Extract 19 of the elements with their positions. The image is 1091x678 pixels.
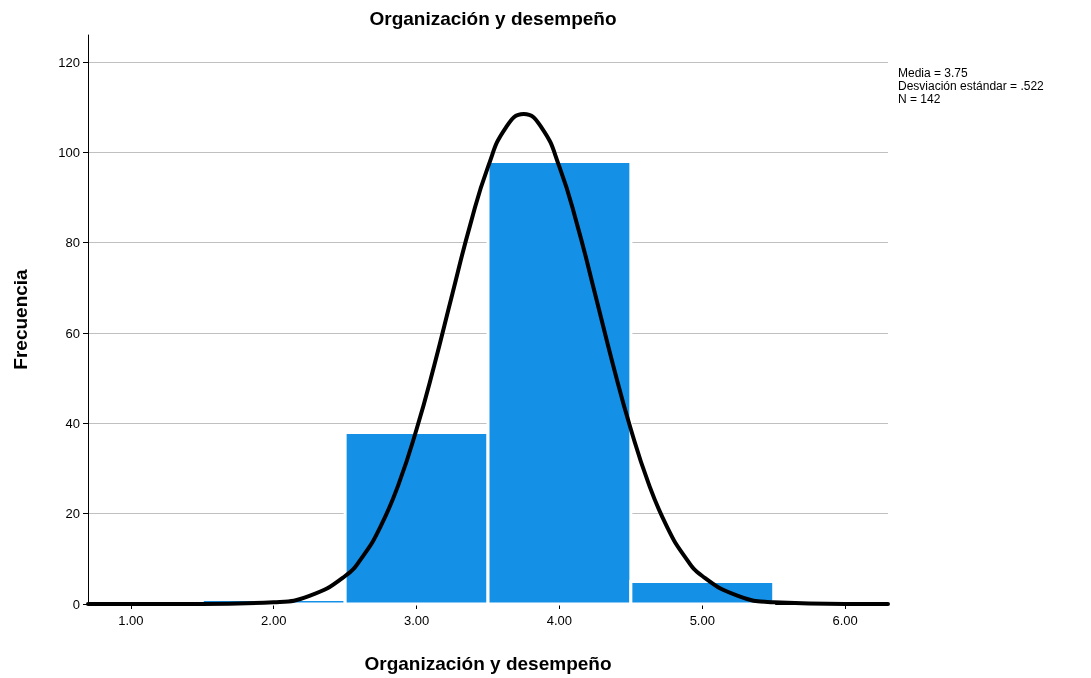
x-tick-label: 1.00 xyxy=(118,613,144,628)
x-tick-label: 3.00 xyxy=(403,613,430,628)
text: Desviación estándar = .522 xyxy=(898,78,1045,93)
x-tick-label: 4.00 xyxy=(546,613,573,628)
y-tick-label: 20 xyxy=(65,506,80,522)
text: N = 142 xyxy=(898,91,941,106)
x-tick-label: 2.00 xyxy=(261,613,287,628)
y-tick-label: 40 xyxy=(65,415,80,431)
text: Media = 3.75 xyxy=(898,65,969,80)
y-tick-label: 80 xyxy=(65,235,80,251)
x-tick-label: 6.00 xyxy=(832,613,858,628)
y-tick-label: 0 xyxy=(72,596,80,612)
y-tick-label: 60 xyxy=(65,325,80,341)
chart-title: Organización y desempeño xyxy=(369,8,617,29)
x-axis-title: Organización y desempeño xyxy=(364,653,612,674)
x-tick-label: 5.00 xyxy=(689,613,715,628)
y-axis-title: Frecuencia xyxy=(10,268,31,370)
y-tick-label: 120 xyxy=(58,54,80,70)
y-tick-label: 100 xyxy=(58,144,80,160)
